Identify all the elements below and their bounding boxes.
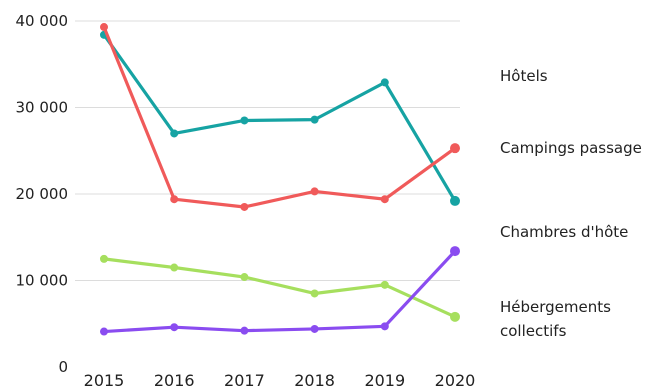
data-point bbox=[380, 322, 389, 331]
legend-campings-passage: Campings passage bbox=[500, 136, 642, 160]
data-point bbox=[450, 311, 460, 322]
data-point bbox=[310, 289, 319, 298]
y-tick-label: 20 000 bbox=[16, 185, 69, 203]
data-point bbox=[450, 143, 460, 154]
grid-lines bbox=[75, 20, 460, 281]
y-tick-label: 0 bbox=[58, 358, 68, 376]
data-point bbox=[380, 78, 389, 87]
x-tick-label: 2018 bbox=[294, 371, 335, 387]
data-point bbox=[170, 323, 179, 332]
x-tick-label: 2016 bbox=[154, 371, 195, 387]
legend-hotels-label: Hôtels bbox=[500, 67, 548, 85]
series-line-3 bbox=[102, 249, 457, 334]
data-point bbox=[170, 195, 179, 204]
y-tick-label: 30 000 bbox=[16, 99, 69, 117]
data-point bbox=[100, 254, 108, 263]
legend-campings-passage-label: Campings passage bbox=[500, 139, 642, 157]
legend-hebergements-collectifs-label: Hébergements collectifs bbox=[500, 298, 611, 340]
legend-hebergements-collectifs: Hébergements collectifs bbox=[500, 295, 640, 343]
data-point bbox=[380, 195, 389, 204]
data-point bbox=[240, 116, 249, 125]
y-axis-ticks: 0 10 000 20 000 30 000 40 000 bbox=[16, 12, 69, 376]
data-point bbox=[310, 187, 319, 196]
data-point bbox=[310, 115, 319, 124]
y-tick-label: 10 000 bbox=[16, 272, 69, 290]
data-point bbox=[100, 23, 108, 32]
data-point bbox=[380, 280, 389, 289]
data-point bbox=[100, 327, 108, 336]
y-tick-label: 40 000 bbox=[16, 12, 69, 30]
series-line-1 bbox=[102, 25, 457, 209]
data-point bbox=[240, 273, 249, 282]
series-lines bbox=[100, 23, 460, 336]
series-line-0 bbox=[102, 33, 457, 203]
data-point bbox=[170, 263, 179, 272]
data-point bbox=[450, 246, 460, 257]
legend-hotels: Hôtels bbox=[500, 64, 548, 88]
x-tick-label: 2020 bbox=[435, 371, 476, 387]
series-line-2 bbox=[102, 257, 457, 319]
data-point bbox=[450, 195, 460, 206]
data-point bbox=[170, 129, 179, 138]
data-point bbox=[240, 202, 249, 211]
x-tick-label: 2017 bbox=[224, 371, 265, 387]
x-tick-label: 2019 bbox=[364, 371, 405, 387]
data-point bbox=[240, 326, 249, 335]
x-tick-label: 2015 bbox=[84, 371, 125, 387]
data-point bbox=[310, 324, 319, 333]
x-axis-ticks: 2015 2016 2017 2018 2019 2020 bbox=[84, 371, 476, 387]
legend-chambres-dhote-label: Chambres d'hôte bbox=[500, 223, 629, 241]
legend-chambres-dhote: Chambres d'hôte bbox=[500, 220, 628, 244]
